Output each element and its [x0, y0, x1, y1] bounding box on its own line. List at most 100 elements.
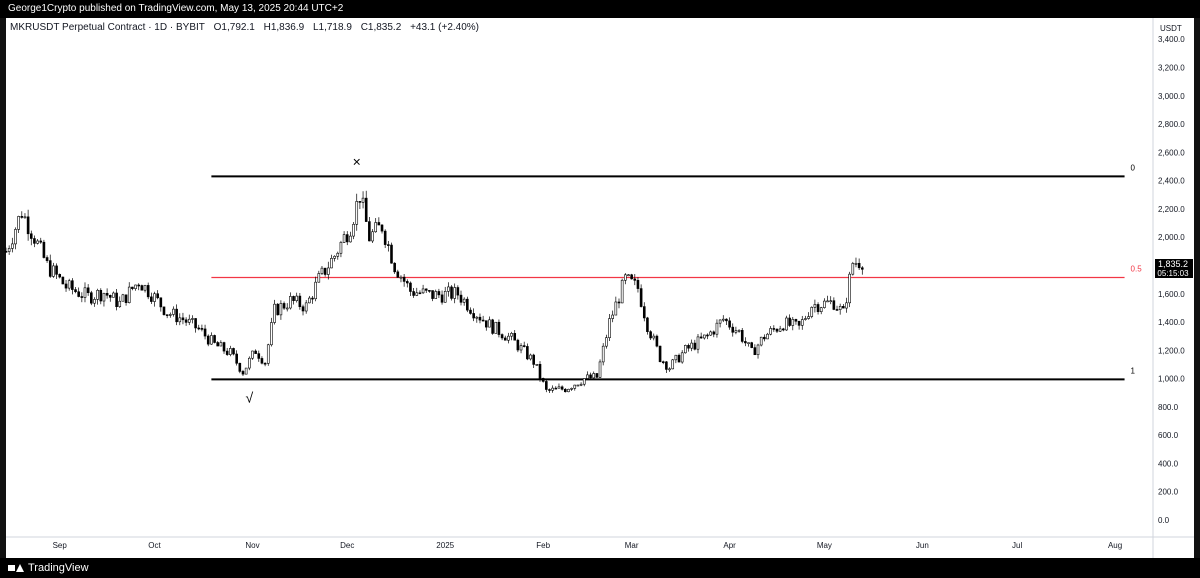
- y-tick-label: 1,400.0: [1158, 318, 1185, 327]
- fib-level-label: 0: [1131, 163, 1136, 172]
- candle-body: [500, 334, 504, 339]
- tradingview-logo[interactable]: TradingView: [8, 558, 89, 578]
- candle-body: [721, 318, 725, 321]
- candle-body: [175, 308, 178, 323]
- candle-body: [102, 292, 106, 302]
- candle-body: [4, 251, 8, 253]
- candle-body: [355, 201, 359, 225]
- candle-body: [153, 293, 156, 302]
- candle-body: [560, 386, 564, 390]
- candle-body: [279, 303, 283, 316]
- symbol-title[interactable]: MKRUSDT Perpetual Contract · 1D · BYBIT: [10, 22, 205, 33]
- candle-body: [797, 320, 801, 326]
- candle-body: [842, 306, 845, 309]
- candle-body: [7, 248, 11, 252]
- candle-body: [709, 331, 712, 336]
- candle-body: [481, 319, 485, 322]
- candle-body: [257, 353, 261, 359]
- candle-body: [507, 335, 510, 341]
- candle-body: [42, 241, 46, 258]
- candle-body: [529, 354, 532, 360]
- fib-retracement[interactable]: 00.51: [211, 163, 1142, 381]
- x-tick-label: May: [817, 541, 832, 550]
- candle-body: [29, 233, 33, 239]
- x-tick-label: Apr: [723, 541, 736, 550]
- candle-body: [276, 303, 280, 316]
- candle-body: [304, 302, 308, 312]
- candle-body: [807, 316, 810, 319]
- candle-body: [522, 345, 526, 347]
- candle-body: [854, 262, 858, 265]
- candle-body: [39, 240, 43, 243]
- candle-body: [11, 243, 14, 249]
- candle-body: [140, 285, 144, 291]
- candle-body: [83, 287, 87, 298]
- candle-body: [829, 300, 833, 302]
- candle-body: [740, 330, 744, 342]
- y-tick-label: 0.0: [1158, 516, 1170, 525]
- candle-body: [14, 229, 17, 245]
- candle-body: [48, 260, 52, 277]
- candle-body: [570, 388, 573, 390]
- candle-body: [364, 197, 368, 222]
- candle-body: [387, 244, 390, 246]
- candle-body: [845, 302, 848, 309]
- candle-body: [270, 322, 273, 346]
- candle-body: [450, 286, 453, 299]
- candle-body: [737, 330, 741, 332]
- candle-body: [424, 288, 428, 291]
- candle-body: [17, 216, 20, 230]
- candle-body: [611, 314, 614, 319]
- candle-body: [187, 318, 191, 323]
- time-axis[interactable]: Sep Oct Nov Dec 2025 Feb Mar Apr May Jun Jul Aug: [6, 536, 1194, 550]
- candle-body: [554, 387, 558, 390]
- candle-body: [810, 307, 814, 317]
- candle-body: [671, 359, 675, 370]
- chart-frame[interactable]: [6, 18, 1194, 558]
- candle-body: [573, 384, 577, 389]
- x-tick-label: Jul: [1012, 541, 1022, 550]
- candle-body: [396, 271, 400, 278]
- candle-body: [266, 344, 270, 364]
- y-tick-label: 800.0: [1158, 403, 1179, 412]
- candle-body: [620, 279, 624, 304]
- candle-body: [665, 361, 668, 370]
- last-price-value: 1,835.2: [1158, 259, 1188, 269]
- candle-body: [308, 297, 311, 304]
- candle-body: [532, 354, 535, 365]
- candle-body: [684, 345, 687, 354]
- candle-body: [333, 255, 336, 259]
- candle-body: [608, 318, 611, 339]
- candle-body: [677, 354, 681, 363]
- candle-body: [731, 326, 735, 333]
- candle-body: [567, 388, 570, 393]
- candle-body: [744, 341, 747, 344]
- candle-body: [241, 371, 245, 375]
- candle-body: [383, 230, 387, 245]
- candle-body: [118, 300, 122, 307]
- candle-body: [90, 292, 93, 304]
- candle-body: [105, 292, 109, 296]
- candle-body: [124, 294, 128, 303]
- candle-body: [699, 336, 703, 339]
- price-axis[interactable]: USDT 0.0 200.0 400.0 600.0 800.0 1,000.0 1,200.…: [1152, 18, 1185, 558]
- candle-body: [794, 319, 798, 322]
- candle-body: [775, 328, 779, 332]
- candle-body: [36, 240, 39, 244]
- candle-body: [513, 333, 517, 341]
- y-tick-label: 2,200.0: [1158, 205, 1185, 214]
- candle-body: [800, 319, 804, 326]
- candle-body: [402, 276, 406, 282]
- ohlc-low: L1,718.9: [312, 22, 352, 33]
- candle-body: [639, 288, 643, 307]
- tradingview-logo-icon: [8, 563, 24, 573]
- candle-body: [510, 333, 513, 337]
- candle-body: [456, 287, 460, 296]
- candle-body: [813, 304, 817, 308]
- candle-body: [538, 364, 542, 379]
- fib-level-label: 1: [1131, 366, 1136, 375]
- candle-body: [563, 388, 567, 393]
- candle-body: [285, 307, 289, 310]
- candle-body: [819, 307, 823, 313]
